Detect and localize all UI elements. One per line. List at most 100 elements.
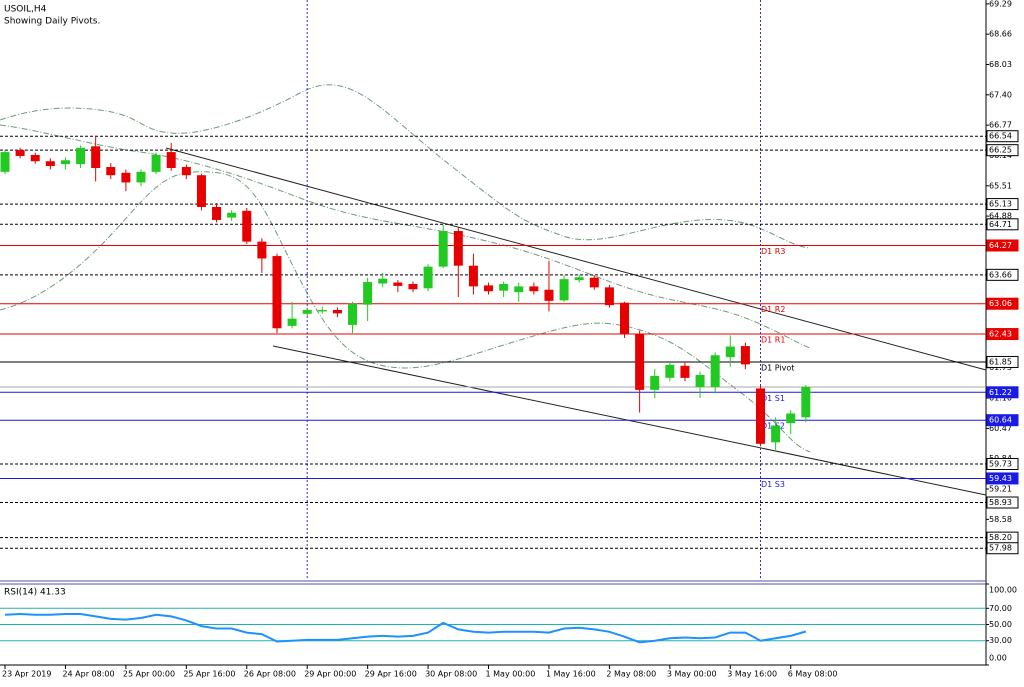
candle-body — [453, 231, 463, 266]
price-box-label: 61.22 — [989, 388, 1012, 397]
price-box — [986, 268, 1019, 281]
y-tick-label: 65.51 — [989, 181, 1012, 190]
candle-body — [287, 318, 297, 326]
y-tick-label: 70.00 — [989, 604, 1012, 613]
candle-body — [544, 289, 554, 301]
price-box — [986, 414, 1019, 427]
candle-body — [695, 374, 705, 387]
candle-body — [786, 413, 796, 424]
price-box — [986, 472, 1019, 485]
price-box-label: 66.25 — [989, 146, 1012, 155]
price-box — [986, 239, 1019, 252]
y-tick-label: 60.47 — [989, 424, 1012, 433]
x-tick-label: 23 Apr 2019 — [2, 670, 51, 679]
y-tick-label: 30.00 — [989, 636, 1012, 645]
candle-body — [756, 388, 765, 444]
envelopes — [0, 84, 811, 453]
price-box — [986, 297, 1019, 310]
y-tick-label: 58.58 — [989, 515, 1012, 524]
candle-body — [348, 303, 358, 325]
y-tick-label: 100.00 — [989, 586, 1017, 595]
candle-body — [196, 175, 206, 207]
price-box-label: 57.98 — [989, 544, 1012, 553]
candle-body — [665, 364, 675, 378]
price-box — [986, 496, 1019, 509]
price-box-label: 59.73 — [989, 460, 1012, 469]
candle-body — [801, 386, 811, 418]
candle-body — [438, 231, 448, 267]
candle-body — [181, 167, 191, 176]
candle-body — [317, 309, 327, 312]
price-box — [986, 144, 1019, 157]
price-box — [986, 218, 1019, 231]
price-box-label: 65.13 — [989, 200, 1012, 209]
candle-body — [242, 210, 252, 242]
price-box-label: 63.66 — [989, 270, 1012, 279]
candle-body — [529, 286, 539, 292]
candle-body — [393, 282, 403, 286]
price-box-label: 59.43 — [989, 474, 1012, 483]
x-tick-label: 2 May 08:00 — [606, 670, 656, 679]
price-box — [986, 386, 1019, 399]
candle-body — [574, 277, 584, 281]
price-box-label: 66.54 — [989, 132, 1012, 141]
candle-body — [378, 278, 388, 284]
candle-body — [151, 154, 161, 172]
y-tick-label: 59.21 — [989, 485, 1012, 494]
y-tick-label: 68.03 — [989, 60, 1012, 69]
price-box-label: 62.43 — [989, 330, 1012, 339]
candle-body — [771, 425, 781, 443]
price-box-label: 64.27 — [989, 241, 1012, 250]
x-tick-label: 24 Apr 08:00 — [62, 670, 114, 679]
price-box — [986, 542, 1019, 555]
candle-body — [76, 147, 86, 165]
candle-body — [468, 265, 478, 287]
y-tick-label: 69.29 — [989, 0, 1012, 8]
x-tick-label: 29 Apr 00:00 — [304, 670, 356, 679]
rsi-title: RSI(14) 41.33 — [4, 588, 66, 598]
candle-body — [166, 152, 176, 168]
x-tick-label: 30 Apr 08:00 — [425, 670, 477, 679]
envelope-lower — [0, 171, 811, 453]
candle-body — [559, 279, 569, 301]
y-tick-label: 50.00 — [989, 620, 1012, 629]
candle-body — [302, 309, 312, 314]
candle-body — [136, 171, 146, 183]
price-box — [986, 198, 1019, 211]
candle-body — [650, 375, 660, 390]
candle-body — [0, 152, 10, 172]
candle-body — [91, 146, 101, 168]
candle-body — [589, 277, 599, 288]
candle-body — [363, 282, 373, 305]
pivot-level-name: D1 R3 — [761, 247, 785, 256]
price-box-label: 63.06 — [989, 299, 1012, 308]
pivot-level-name: D1 S3 — [761, 480, 785, 489]
price-box — [986, 130, 1019, 143]
price-box-label: 61.85 — [989, 357, 1012, 366]
x-tick-label: 29 Apr 16:00 — [365, 670, 417, 679]
candle-body — [620, 302, 630, 335]
candle-body — [604, 287, 614, 306]
x-tick-label: 3 May 16:00 — [727, 670, 777, 679]
y-tick-label: 67.40 — [989, 90, 1012, 99]
candle-body — [227, 212, 237, 218]
candle-body — [332, 309, 342, 314]
channel-upper — [165, 147, 987, 371]
y-tick-label: 68.66 — [989, 30, 1012, 39]
candle-body — [257, 241, 267, 259]
candle-body — [484, 285, 494, 292]
price-box-label: 64.71 — [989, 220, 1012, 229]
price-box-label: 60.64 — [989, 416, 1012, 425]
x-tick-label: 25 Apr 00:00 — [123, 670, 175, 679]
candle-body — [60, 160, 70, 165]
y-tick-label: 66.77 — [989, 121, 1012, 130]
subtitle: Showing Daily Pivots. — [4, 17, 100, 27]
candle-body — [272, 256, 282, 329]
candle-body — [212, 206, 222, 220]
x-tick-label: 1 May 00:00 — [486, 670, 536, 679]
x-tick-label: 6 May 08:00 — [788, 670, 838, 679]
x-tick-label: 26 Apr 08:00 — [244, 670, 296, 679]
candle-body — [740, 346, 750, 365]
candle-body — [725, 346, 735, 358]
